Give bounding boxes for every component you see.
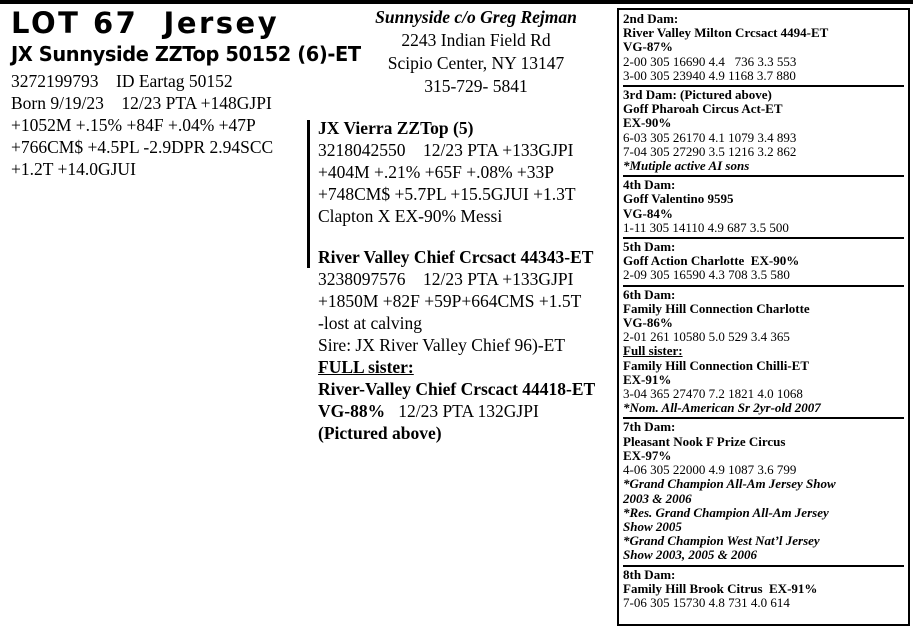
pedigree-line: River Valley Milton Crcsact 4494-ET <box>623 25 829 41</box>
pedigree-line: *Grand Champion All-Am Jersey Show <box>623 476 836 492</box>
full-sister-pta: 12/23 PTA 132GJPI <box>385 401 539 421</box>
consignor-block: Sunnyside c/o Greg Rejman 2243 Indian Fi… <box>330 6 622 98</box>
pedigree-line: 3-04 365 27470 7.2 1821 4.0 1068 <box>623 386 803 402</box>
dam-section: 8th Dam: Family Hill Brook Citrus EX-91% 7… <box>623 564 904 613</box>
consignor-phone: 315-729- 5841 <box>424 76 528 96</box>
text-line: +1052M +.15% +84F +.04% +47P <box>11 115 256 135</box>
pedigree-line: Goff Valentino 9595 <box>623 191 734 207</box>
pedigree-line: Goff Pharoah Circus Act-ET <box>623 101 783 117</box>
text-line: 3272199793 ID Eartag 50152 <box>11 71 233 91</box>
pedigree-line: 7th Dam: <box>623 419 676 435</box>
pedigree-line: Family Hill Connection Chilli-ET <box>623 357 809 373</box>
text-line: +404M +.21% +65F +.08% +33P <box>318 162 555 182</box>
lot-summary-column: LOT 67 Jersey JX Sunnyside ZZTop 50152 (… <box>11 5 361 180</box>
pedigree-line: Full sister: <box>623 343 683 359</box>
dam-section: 5th Dam: Goff Action Charlotte EX-90% 2-09… <box>623 237 904 285</box>
full-sister-score-line: VG-88% 12/23 PTA 132GJPI <box>318 400 620 422</box>
pedigree-line: 6th Dam: <box>623 286 676 302</box>
pedigree-line: 4-06 305 22000 4.9 1087 3.6 799 <box>623 462 797 478</box>
pedigree-line: VG-86% <box>623 315 673 331</box>
dam-pta-lines: 3218042550 12/23 PTA +133GJPI +404M +.21%… <box>318 139 620 227</box>
pedigree-line: 3-00 305 23940 4.9 1168 3.7 880 <box>623 67 796 83</box>
text-line: +1.2T +14.0GJUI <box>11 159 136 179</box>
full-sister-name: River-Valley Chief Crscact 44418-ET <box>318 379 596 399</box>
pedigree-line: 5th Dam: <box>623 239 676 255</box>
lot-title: LOT 67 Jersey <box>11 6 280 40</box>
pedigree-line: 3rd Dam: (Pictured above) <box>623 87 772 103</box>
dam-pedigree-box: 2nd Dam: River Valley Milton Crcsact 4494… <box>617 8 910 626</box>
pedigree-line: VG-87% <box>623 39 673 55</box>
text-line: +1850M +82F +59P+664CMS +1.5T <box>318 291 582 311</box>
text-line: -lost at calving <box>318 313 423 333</box>
dam-section: 4th Dam: Goff Valentino 9595 VG-84% 1-11 30… <box>623 175 904 237</box>
pedigree-line: 1-11 305 14110 4.9 687 3.5 500 <box>623 219 789 235</box>
dam-section: 7th Dam: Pleasant Nook F Prize Circus EX-9… <box>623 417 904 564</box>
pedigree-line: VG-84% <box>623 205 673 221</box>
pedigree-line: 2nd Dam: <box>623 11 679 26</box>
pedigree-line: 8th Dam: <box>623 566 676 582</box>
text-line: +748CM$ +5.7PL +15.5GJUI +1.3T <box>318 184 576 204</box>
consignor-name: Sunnyside c/o Greg Rejman <box>375 7 577 27</box>
dam-name: JX Vierra ZZTop (5) <box>318 118 474 138</box>
top-rule-divider <box>0 0 913 4</box>
granddam-info-block: River Valley Chief Crcsact 44343-ET 3238… <box>318 246 620 444</box>
dam-info-block: JX Vierra ZZTop (5) 3218042550 12/23 PTA… <box>318 117 620 227</box>
pedigree-line: EX-91% <box>623 371 672 387</box>
text-line: 3218042550 12/23 PTA +133GJPI <box>318 140 574 160</box>
pedigree-line: 7-04 305 27290 3.5 1216 3.2 862 <box>623 143 797 159</box>
full-sister-label: FULL sister: <box>318 357 414 377</box>
animal-pta-lines: 3272199793 ID Eartag 50152 Born 9/19/23 1… <box>11 70 327 180</box>
pedigree-line: 2-01 261 10580 5.0 529 3.4 365 <box>623 329 790 345</box>
text-line: Clapton X EX-90% Messi <box>318 206 503 226</box>
pedigree-line: Goff Action Charlotte EX-90% <box>623 253 800 269</box>
dam-section: 2nd Dam: River Valley Milton Crcsact 4494… <box>623 11 904 85</box>
pedigree-line: 2-09 305 16590 4.3 708 3.5 580 <box>623 267 790 283</box>
pedigree-line: EX-90% <box>623 115 672 131</box>
pedigree-line: *Res. Grand Champion All-Am Jersey <box>623 504 829 520</box>
pedigree-line: EX-97% <box>623 447 672 463</box>
pedigree-line: Show 2005 <box>623 518 682 534</box>
pictured-note: (Pictured above) <box>318 423 442 443</box>
consignor-city: Scipio Center, NY 13147 <box>387 53 565 73</box>
pedigree-line: Pleasant Nook F Prize Circus <box>623 433 786 449</box>
full-sister-score: VG-88% <box>318 401 386 421</box>
pedigree-line: *Grand Champion West Nat’l Jersey <box>623 533 820 549</box>
pedigree-line: 4th Dam: <box>623 177 676 193</box>
pedigree-line: *Mutiple active AI sons <box>623 158 750 174</box>
pedigree-line: Show 2003, 2005 & 2006 <box>623 547 757 563</box>
sire-block-left-rule <box>307 120 310 268</box>
dam-section: 3rd Dam: (Pictured above) Goff Pharoah Ci… <box>623 85 904 175</box>
pedigree-line: 2-00 305 16690 4.4 736 3.3 553 <box>623 53 797 69</box>
text-line: Sire: JX River Valley Chief 96)-ET <box>318 335 566 355</box>
pedigree-line: Family Hill Brook Citrus EX-91% <box>623 580 818 596</box>
pedigree-line: 2003 & 2006 <box>623 490 692 506</box>
dam-section: 6th Dam: Family Hill Connection Charlotte… <box>623 284 904 418</box>
granddam-pta-lines: 3238097576 12/23 PTA +133GJPI +1850M +82F… <box>318 268 620 356</box>
granddam-name: River Valley Chief Crcsact 44343-ET <box>318 247 594 267</box>
text-line: +766CM$ +4.5PL -2.9DPR 2.94SCC <box>11 137 274 157</box>
animal-name: JX Sunnyside ZZTop 50152 (6)-ET <box>11 42 361 66</box>
text-line: Born 9/19/23 12/23 PTA +148GJPI <box>11 93 272 113</box>
pedigree-line: *Nom. All-American Sr 2yr-old 2007 <box>623 400 821 416</box>
pedigree-line: Family Hill Connection Charlotte <box>623 300 810 316</box>
text-line: 3238097576 12/23 PTA +133GJPI <box>318 269 574 289</box>
pedigree-line: 6-03 305 26170 4.1 1079 3.4 893 <box>623 129 797 145</box>
pedigree-line: 7-06 305 15730 4.8 731 4.0 614 <box>623 594 790 610</box>
consignor-street: 2243 Indian Field Rd <box>401 30 551 50</box>
